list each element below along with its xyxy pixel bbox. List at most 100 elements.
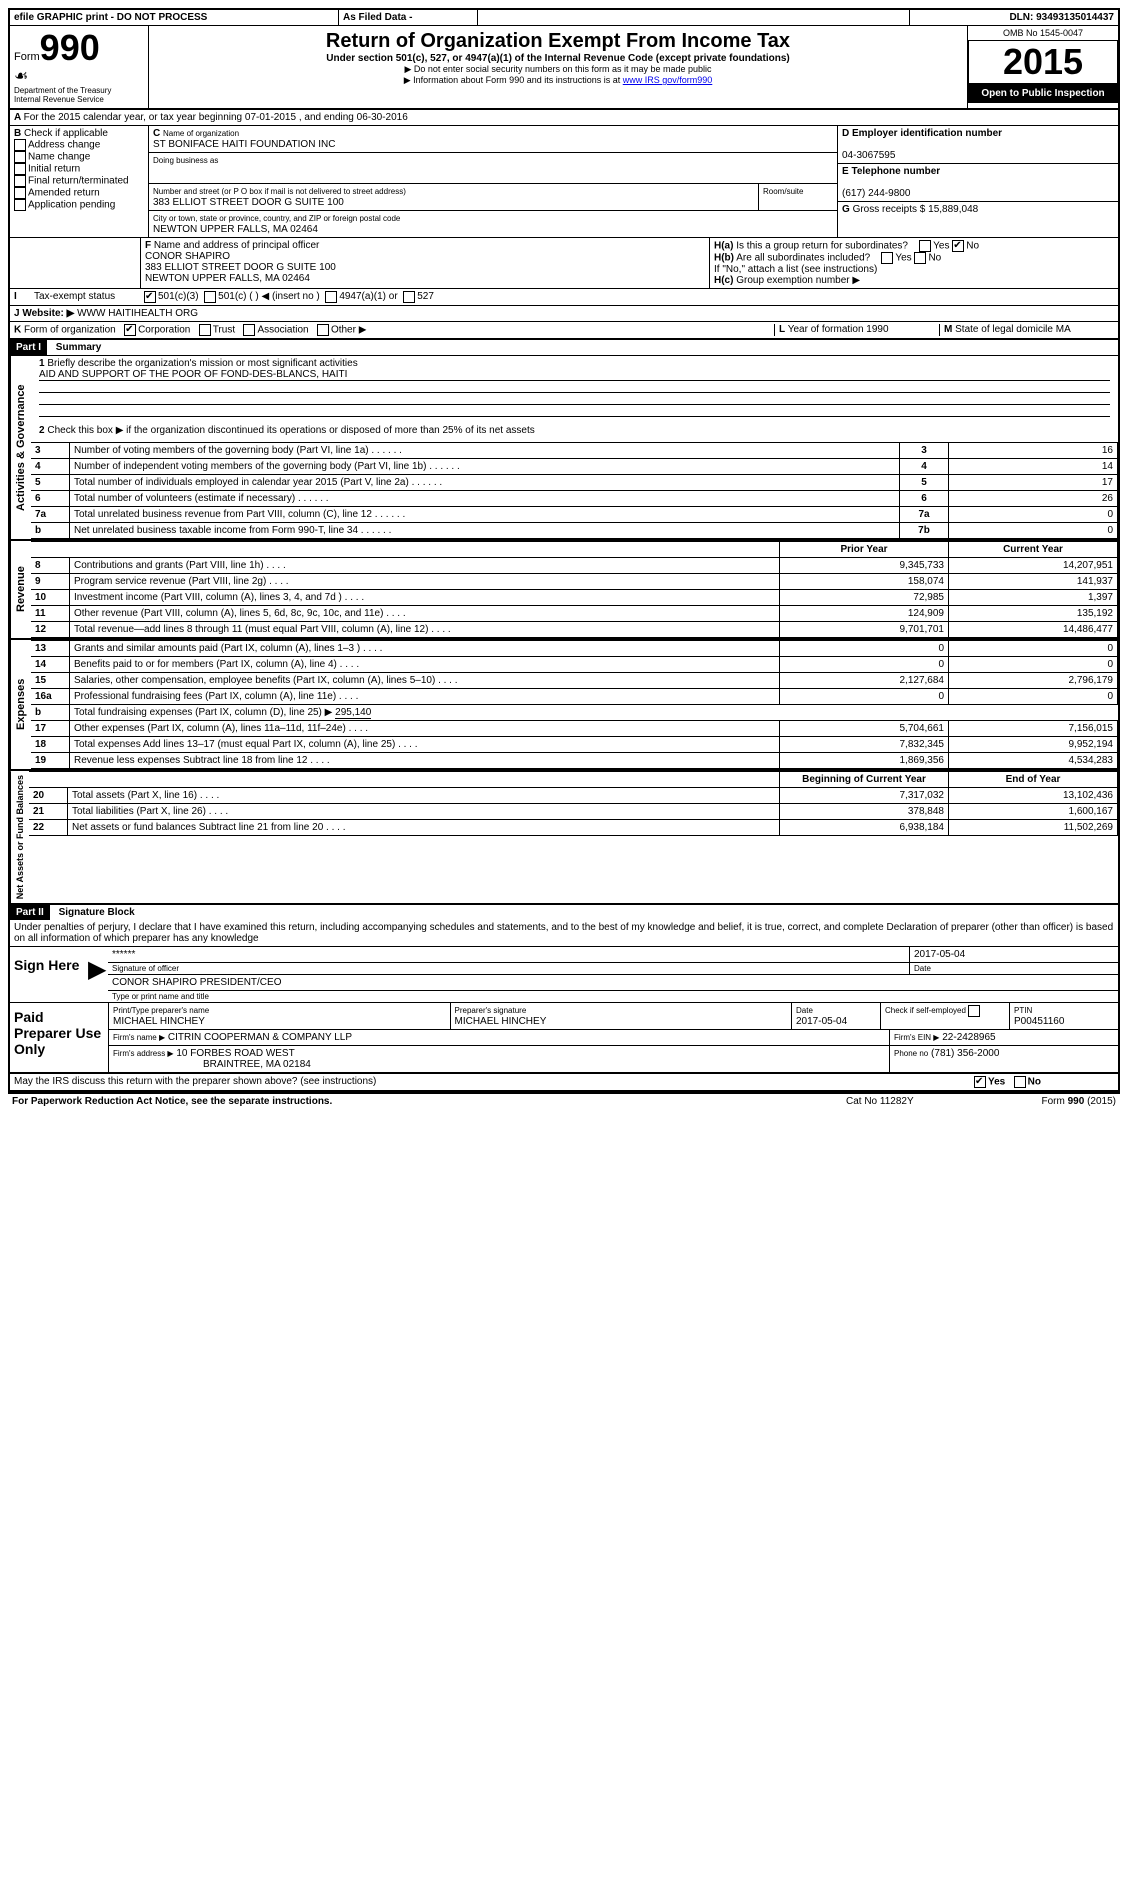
firm-name-label: Firm's name ▶ [113,1033,165,1042]
revenue-section: Revenue Prior Year Current Year 8Contrib… [10,539,1118,638]
omb: OMB No 1545-0047 [968,26,1118,40]
gov-table: 3Number of voting members of the governi… [31,442,1118,539]
end-header: End of Year [949,772,1118,788]
k-text: Form of organization [24,325,116,336]
net-table: Beginning of Current Year End of Year 20… [29,771,1118,836]
c-label: C [153,128,160,139]
paid-preparer: Paid Preparer Use Only [10,1003,109,1072]
sig-name: CONOR SHAPIRO PRESIDENT/CEO [108,975,1118,991]
spacer [478,10,910,25]
k-label: K [14,325,21,336]
i-4947[interactable] [325,291,337,303]
d-label: D Employer identification number [842,128,1002,139]
k-assoc[interactable] [243,324,255,336]
i-501c[interactable] [204,291,216,303]
j-text: Website: ▶ [22,308,74,319]
l-label: L [779,324,785,335]
paid-preparer-block: Paid Preparer Use Only Print/Type prepar… [10,1003,1118,1074]
line-klm: K Form of organization Corporation Trust… [10,322,1118,340]
irs: Internal Revenue Service [14,95,144,104]
m-value: MA [1056,324,1071,335]
firm-ein-label: Firm's EIN ▶ [894,1033,939,1042]
i-501c3[interactable] [144,291,156,303]
hb-no[interactable] [914,252,926,264]
street-value: 383 ELLIOT STREET DOOR G SUITE 100 [153,197,344,208]
i-527[interactable] [403,291,415,303]
l-text: Year of formation [788,324,864,335]
side-expenses: Expenses [10,640,31,769]
irs-link[interactable]: www IRS gov/form990 [623,75,713,85]
open-inspection: Open to Public Inspection [968,84,1118,103]
prior-header: Prior Year [780,542,949,558]
officer-city: NEWTON UPPER FALLS, MA 02464 [145,273,310,284]
dln-label: DLN: [1009,12,1033,23]
as-filed: As Filed Data - [339,10,478,25]
part2-header: Part II Signature Block [10,905,1118,920]
b-opt-4[interactable]: Amended return [14,187,144,199]
prep-date: 2017-05-04 [796,1016,847,1027]
prep-name: MICHAEL HINCHEY [113,1016,205,1027]
box-deg: D Employer identification number 04-3067… [838,126,1118,237]
discuss-yes[interactable] [974,1076,986,1088]
exp-table: 13Grants and similar amounts paid (Part … [31,640,1118,769]
e-label: E Telephone number [842,166,940,177]
current-header: Current Year [949,542,1118,558]
ha-no[interactable] [952,240,964,252]
discuss-no[interactable] [1014,1076,1026,1088]
line-i: I Tax-exempt status 501(c)(3) 501(c) ( )… [10,289,1118,306]
i-text: Tax-exempt status [34,291,144,303]
ha-label: H(a) [714,241,733,252]
b-opt-3[interactable]: Final return/terminated [14,175,144,187]
rev-table: Prior Year Current Year 8Contributions a… [31,541,1118,638]
k-trust[interactable] [199,324,211,336]
b-check: Check if applicable [24,128,108,139]
sig-name-label: Type or print name and title [108,991,1118,1002]
ha-yes[interactable] [919,240,931,252]
g-label: G [842,204,850,215]
officer-name: CONOR SHAPIRO [145,251,230,262]
firm-ein: 22-2428965 [942,1032,995,1043]
title-center: Return of Organization Exempt From Incom… [149,26,967,108]
hb-yes[interactable] [881,252,893,264]
sign-arrow-icon: ▶ [88,947,108,1002]
b-opt-5[interactable]: Application pending [14,199,144,211]
gross-receipts: 15,889,048 [928,204,978,215]
part2-subtitle: Signature Block [53,907,135,918]
b-opt-0[interactable]: Address change [14,139,144,151]
firm-name: CITRIN COOPERMAN & COMPANY LLP [168,1032,352,1043]
city-value: NEWTON UPPER FALLS, MA 02464 [153,224,318,235]
part1-title: Part I [10,340,47,355]
expenses-section: Expenses 13Grants and similar amounts pa… [10,638,1118,769]
perjury: Under penalties of perjury, I declare th… [10,920,1118,947]
j-label: J [14,308,20,319]
box-f: F Name and address of principal officer … [141,238,710,288]
org-name: ST BONIFACE HAITI FOUNDATION INC [153,139,335,150]
efile-bar: efile GRAPHIC print - DO NOT PROCESS As … [10,10,1118,26]
k-other[interactable] [317,324,329,336]
b-opt-2[interactable]: Initial return [14,163,144,175]
dept-treasury: Department of the Treasury [14,86,144,95]
bcdefg-block: B Check if applicable Address change Nam… [10,126,1118,238]
subtitle1: Under section 501(c), 527, or 4947(a)(1)… [153,53,963,64]
k-corp[interactable] [124,324,136,336]
dln: DLN: 93493135014437 [910,10,1118,25]
footer: For Paperwork Reduction Act Notice, see … [8,1094,1120,1109]
line16b-val: 295,140 [335,707,371,719]
self-emp-check[interactable] [968,1005,980,1017]
mission: AID AND SUPPORT OF THE POOR OF FOND-DES-… [39,369,1110,381]
cat-no: Cat No 11282Y [846,1096,996,1107]
g-text: Gross receipts $ [853,204,926,215]
sign-here-block: Sign Here ▶ ****** 2017-05-04 Signature … [10,947,1118,1003]
hb-note: If "No," attach a list (see instructions… [714,264,1114,275]
return-title: Return of Organization Exempt From Incom… [153,30,963,53]
dba-label: Doing business as [153,156,218,165]
firm-addr1: 10 FORBES ROAD WEST [176,1048,294,1059]
f-text: Name and address of principal officer [154,240,319,251]
b-opt-1[interactable]: Name change [14,151,144,163]
form-footer: Form 990 (2015) [996,1096,1116,1107]
date-label: Date [909,963,1118,974]
sig-date: 2017-05-04 [914,949,965,960]
city-label: City or town, state or province, country… [153,214,400,223]
sig-stars: ****** [112,949,135,960]
side-governance: Activities & Governance [10,356,31,539]
